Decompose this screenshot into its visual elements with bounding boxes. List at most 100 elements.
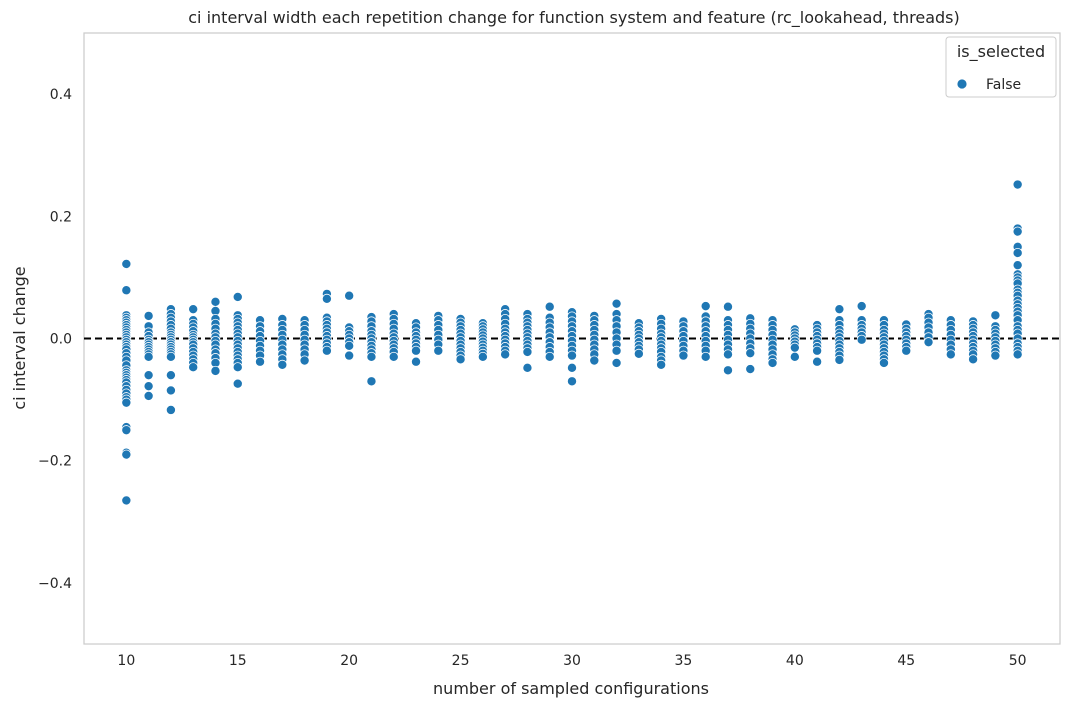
x-axis-label: number of sampled configurations — [433, 679, 709, 698]
data-point — [188, 362, 199, 373]
chart-title: ci interval width each repetition change… — [188, 8, 959, 28]
data-point — [366, 376, 377, 387]
data-point — [1012, 226, 1023, 237]
data-point — [143, 351, 154, 362]
data-point — [232, 378, 243, 389]
data-point — [611, 345, 622, 356]
data-point — [1012, 179, 1023, 190]
data-point — [856, 301, 867, 312]
data-point — [210, 296, 221, 307]
data-point — [990, 350, 1001, 361]
y-ticks: −0.4 −0.2 0.0 0.2 0.4 — [38, 87, 72, 592]
data-point — [522, 362, 533, 373]
data-point — [299, 355, 310, 366]
x-tick-label: 35 — [675, 653, 693, 669]
data-point — [143, 310, 154, 321]
data-point — [722, 349, 733, 360]
legend-label-false: False — [986, 77, 1021, 93]
data-point — [856, 334, 867, 345]
data-point — [455, 354, 466, 365]
data-point — [344, 340, 355, 351]
data-point — [656, 359, 667, 370]
data-point — [812, 345, 823, 356]
data-point — [366, 351, 377, 362]
y-tick-label: 0.0 — [50, 332, 72, 348]
y-axis-label: ci interval change — [10, 266, 29, 409]
data-point — [388, 351, 399, 362]
data-point — [143, 370, 154, 381]
data-point — [611, 357, 622, 368]
data-point — [232, 291, 243, 302]
data-point — [968, 354, 979, 365]
data-point — [767, 357, 778, 368]
data-point — [990, 310, 1001, 321]
data-point — [165, 404, 176, 415]
data-point — [678, 350, 689, 361]
y-tick-label: 0.4 — [50, 87, 72, 103]
x-ticks: 10 15 20 25 30 35 40 45 50 — [117, 653, 1026, 669]
data-point — [611, 298, 622, 309]
x-tick-label: 25 — [452, 653, 470, 669]
data-point — [700, 301, 711, 312]
data-point — [143, 390, 154, 401]
data-points — [121, 179, 1023, 506]
x-tick-label: 40 — [786, 653, 804, 669]
data-point — [700, 351, 711, 362]
data-point — [1012, 247, 1023, 258]
data-point — [1012, 349, 1023, 360]
data-point — [121, 397, 132, 408]
data-point — [477, 351, 488, 362]
data-point — [633, 348, 644, 359]
data-point — [745, 364, 756, 375]
y-tick-label: −0.4 — [38, 576, 72, 592]
data-point — [255, 356, 266, 367]
data-point — [834, 354, 845, 365]
legend: is_selected False — [945, 36, 1057, 98]
data-point — [567, 362, 578, 373]
data-point — [789, 342, 800, 353]
data-point — [589, 355, 600, 366]
data-point — [121, 425, 132, 436]
x-tick-label: 15 — [229, 653, 247, 669]
data-point — [567, 350, 578, 361]
x-tick-label: 20 — [340, 653, 358, 669]
data-point — [277, 359, 288, 370]
data-point — [522, 346, 533, 357]
data-point — [143, 381, 154, 392]
legend-marker-false — [956, 78, 968, 90]
data-point — [321, 293, 332, 304]
data-point — [878, 357, 889, 368]
data-point — [165, 370, 176, 381]
data-point — [165, 351, 176, 362]
data-point — [1012, 260, 1023, 271]
data-point — [544, 301, 555, 312]
data-point — [210, 365, 221, 376]
data-point — [500, 349, 511, 360]
data-point — [834, 304, 845, 315]
data-point — [433, 345, 444, 356]
legend-title: is_selected — [957, 42, 1045, 62]
x-tick-label: 45 — [897, 653, 915, 669]
y-tick-label: 0.2 — [50, 209, 72, 225]
data-point — [722, 365, 733, 376]
x-tick-label: 50 — [1009, 653, 1027, 669]
data-point — [411, 356, 422, 367]
y-tick-label: −0.2 — [38, 454, 72, 470]
data-point — [411, 345, 422, 356]
data-point — [121, 285, 132, 296]
data-point — [344, 290, 355, 301]
data-point — [945, 349, 956, 360]
data-point — [121, 258, 132, 269]
data-point — [789, 351, 800, 362]
data-point — [567, 376, 578, 387]
data-point — [188, 304, 199, 315]
data-point — [901, 345, 912, 356]
data-point — [232, 362, 243, 373]
data-point — [321, 345, 332, 356]
data-point — [344, 350, 355, 361]
x-tick-label: 10 — [117, 653, 135, 669]
data-point — [812, 356, 823, 367]
data-point — [722, 301, 733, 312]
